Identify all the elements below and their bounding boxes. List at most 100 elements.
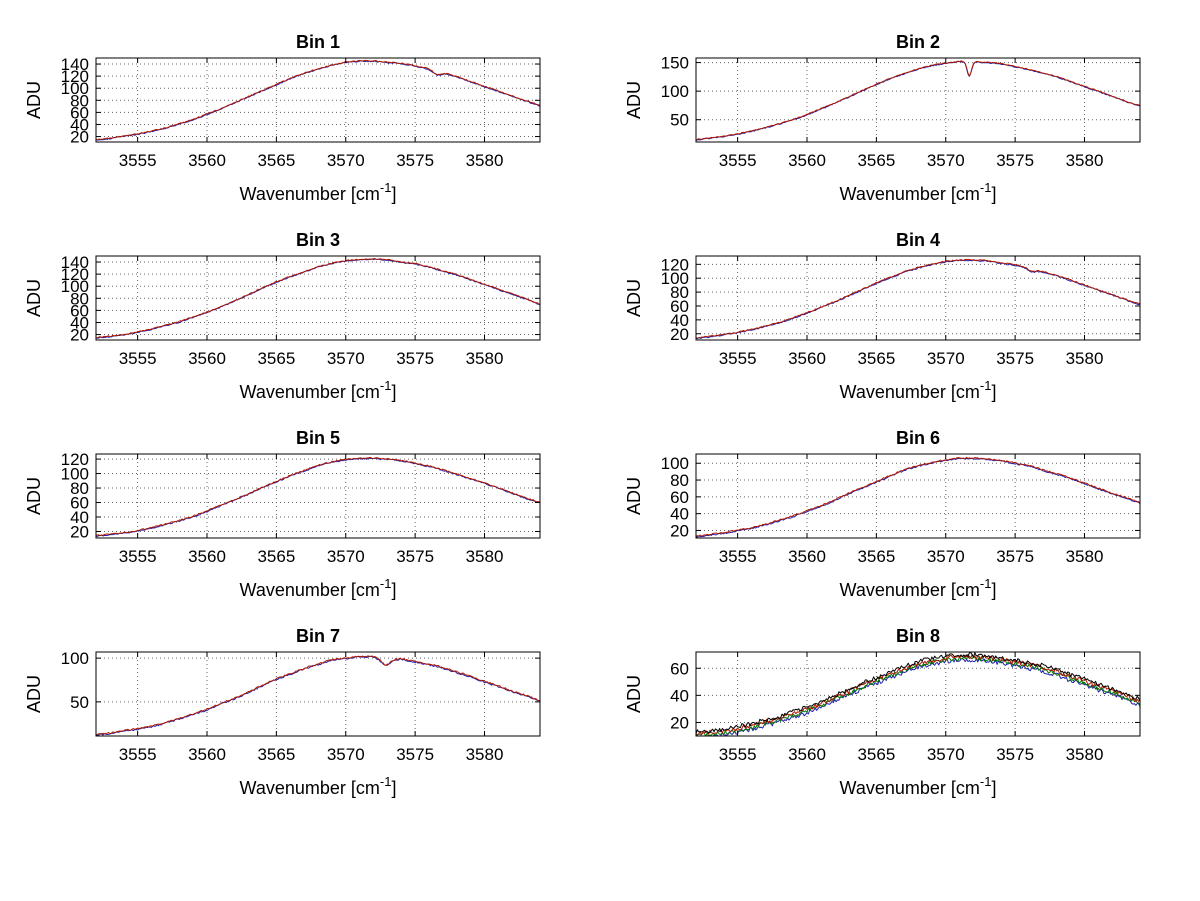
y-tick-label: 80 [70,479,89,498]
y-axis-label: ADU [624,279,644,317]
x-tick-label: 3555 [119,745,157,764]
trace-blue [96,655,540,736]
subplot-svg-bin-7: Bin 7 50 100 3555 3560 3565 3570 3575 3580 ADU Wav… [24,626,541,798]
y-tick-label: 100 [661,454,689,473]
x-tick-label: 3570 [927,349,965,368]
subplot-svg-bin-8: Bin 8 20 40 60 3555 3560 3565 3570 3575 3580 ADU Wa… [624,626,1141,798]
x-axis-label: Wavenumber [cm-1] [840,576,997,600]
x-tick-label: 3575 [396,151,434,170]
trace-red [96,59,540,141]
tick-marks [96,256,540,340]
x-tick-label: 3555 [719,745,757,764]
y-tick-label: 140 [61,55,89,74]
x-axis-label: Wavenumber [cm-1] [240,576,397,600]
trace-red [96,457,540,536]
y-tick-label: 50 [70,693,89,712]
y-tick-label: 20 [670,325,689,344]
x-tick-label: 3575 [996,349,1034,368]
y-tick-label: 20 [670,521,689,540]
y-axis-label: ADU [624,675,644,713]
y-tick-label: 100 [61,277,89,296]
x-tick-label: 3580 [466,745,504,764]
plot-area [696,58,1140,142]
subplot-bin-8: Bin 8 20 40 60 3555 3560 3565 3570 3575 3580 ADU Wa… [600,620,1200,818]
y-tick-label: 20 [70,522,89,541]
y-tick-label: 60 [70,103,89,122]
x-tick-label: 3565 [257,151,295,170]
y-tick-label: 60 [670,297,689,316]
subplot-bin-3: Bin 3 20 40 60 80 100 120 140 3555 3560 3565 3570 35… [0,224,600,422]
x-tick-label: 3555 [119,151,157,170]
subplot-title: Bin 1 [296,32,340,52]
trace-red [96,257,540,339]
x-axis-label: Wavenumber [cm-1] [840,180,997,204]
x-axis-label: Wavenumber [cm-1] [240,774,397,798]
x-tick-label: 3555 [719,151,757,170]
tick-marks [696,652,1140,736]
series-group [696,60,1140,141]
x-tick-label: 3560 [188,745,226,764]
x-tick-label: 3580 [1066,349,1104,368]
x-tick-label: 3565 [857,151,895,170]
axis-box [695,651,1141,737]
axis-box [95,453,541,539]
x-tick-label: 3555 [119,349,157,368]
x-tick-label: 3560 [788,745,826,764]
series-group [96,257,540,339]
subplot-title: Bin 7 [296,626,340,646]
axis-box [695,57,1141,143]
x-tick-label: 3570 [327,151,365,170]
axis-box [95,651,541,737]
y-tick-label: 40 [70,313,89,332]
x-tick-label: 3555 [719,349,757,368]
subplot-title: Bin 2 [896,32,940,52]
subplot-bin-1: Bin 1 20 40 60 80 100 120 140 3555 3560 3565 3570 35… [0,26,600,224]
y-tick-label: 100 [61,79,89,98]
x-tick-label: 3580 [466,349,504,368]
y-tick-label: 40 [670,505,689,524]
x-tick-label: 3570 [327,745,365,764]
subplot-svg-bin-2: Bin 2 50 100 150 3555 3560 3565 3570 3575 3580 ADU… [624,32,1141,204]
trace-black [696,652,1140,735]
plot-area [696,256,1140,340]
y-axis-label: ADU [24,477,44,515]
x-tick-label: 3575 [396,745,434,764]
x-tick-label: 3560 [188,151,226,170]
y-tick-label: 120 [661,255,689,274]
x-tick-label: 3575 [996,151,1034,170]
x-tick-label: 3565 [857,547,895,566]
y-axis-label: ADU [624,81,644,119]
y-tick-label: 60 [70,301,89,320]
subplot-bin-7: Bin 7 50 100 3555 3560 3565 3570 3575 3580 ADU Wav… [0,620,600,818]
subplot-title: Bin 8 [896,626,940,646]
y-tick-label: 100 [661,82,689,101]
x-tick-label: 3575 [396,547,434,566]
x-tick-label: 3560 [788,349,826,368]
y-tick-label: 40 [670,311,689,330]
series-group [696,456,1140,538]
x-tick-label: 3565 [857,349,895,368]
x-tick-label: 3570 [927,745,965,764]
y-tick-label: 140 [61,253,89,272]
y-tick-label: 20 [70,128,89,147]
x-tick-label: 3555 [719,547,757,566]
x-tick-label: 3580 [466,547,504,566]
x-tick-label: 3555 [119,547,157,566]
x-tick-label: 3570 [927,547,965,566]
tick-marks [96,652,540,736]
tick-marks [696,454,1140,538]
tick-marks [696,256,1140,340]
trace-red [96,655,540,736]
x-tick-label: 3575 [396,349,434,368]
y-tick-label: 80 [670,471,689,490]
y-tick-label: 100 [61,465,89,484]
x-axis-label: Wavenumber [cm-1] [240,180,397,204]
subplot-title: Bin 6 [896,428,940,448]
plot-area [96,256,540,340]
y-tick-label: 20 [70,326,89,345]
series-group [696,652,1140,736]
x-tick-label: 3580 [1066,547,1104,566]
trace-green [696,655,1140,736]
